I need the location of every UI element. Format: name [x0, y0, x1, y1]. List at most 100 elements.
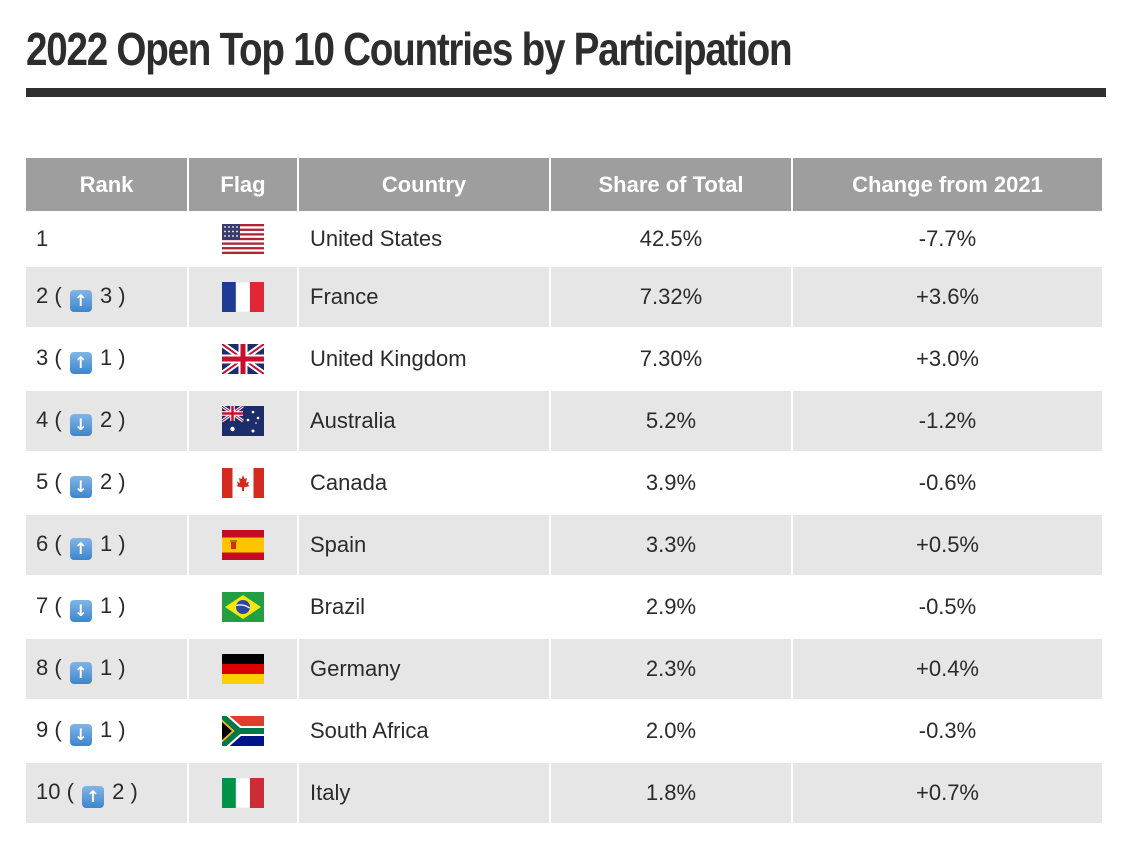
change-cell: -0.6% [792, 451, 1102, 514]
rank-value: 8 [36, 654, 49, 680]
rank-movement: ( ↓ 2 ) [48, 406, 126, 436]
arrow-up-icon: ↑ [69, 289, 92, 312]
rank-value: 4 [36, 406, 49, 432]
flag-cell [188, 211, 299, 266]
australia-flag-icon [221, 404, 264, 436]
germany-flag-icon [222, 654, 264, 684]
rank-cell: 5 ( ↓ 2 ) [26, 451, 189, 514]
change-cell: +0.4% [792, 637, 1102, 700]
rank-cell: 3 ( ↑ 1 ) [26, 327, 189, 390]
flag-cell [188, 389, 299, 452]
rank-value: 3 [36, 344, 49, 370]
country-cell: United Kingdom [298, 327, 551, 390]
header-rank: Rank [26, 158, 189, 212]
change-cell: -1.2% [792, 389, 1102, 452]
rank-value: 7 [36, 592, 49, 618]
rank-cell: 2 ( ↑ 3 ) [26, 265, 189, 328]
flag-cell [188, 513, 299, 576]
table-row-4: 4 ( ↓ 2 ) Australia 5.2% -1.2% [26, 389, 1102, 452]
south-africa-flag-icon [218, 712, 264, 750]
country-cell: France [298, 265, 551, 328]
flag-cell [188, 327, 299, 390]
movement-value: 1 [99, 654, 113, 680]
arrow-up-icon: ↑ [69, 537, 92, 560]
change-cell: +3.0% [792, 327, 1102, 390]
brazil-flag-icon [222, 592, 264, 622]
flag-cell [188, 575, 299, 638]
flag-cell [188, 637, 299, 700]
share-cell: 7.30% [550, 327, 793, 390]
country-cell: Spain [298, 513, 551, 576]
rank-cell: 8 ( ↑ 1 ) [26, 637, 189, 700]
movement-value: 1 [99, 592, 113, 618]
movement-value: 2 [99, 468, 113, 494]
arrow-down-icon: ↓ [69, 475, 92, 498]
change-cell: -0.5% [792, 575, 1102, 638]
header-flag: Flag [188, 158, 299, 212]
arrow-down-icon: ↓ [69, 599, 92, 622]
rank-value: 10 [36, 778, 61, 804]
flag-cell [188, 761, 299, 823]
change-cell: +0.7% [792, 761, 1102, 823]
arrow-up-icon: ↑ [82, 785, 105, 808]
flag-cell [188, 451, 299, 514]
table-row-6: 6 ( ↑ 1 ) Spain 3.3% +0.5% [26, 513, 1102, 576]
share-cell: 3.3% [550, 513, 793, 576]
table-row-2: 2 ( ↑ 3 ) France 7.32% +3.6% [26, 265, 1102, 328]
table-header-row: Rank Flag Country Share of Total Change … [26, 158, 1102, 212]
uk-flag-icon [220, 341, 266, 377]
movement-value: 1 [99, 716, 113, 742]
rank-movement: ( ↓ 1 ) [48, 592, 126, 622]
arrow-up-icon: ↑ [69, 351, 92, 374]
movement-value: 3 [99, 282, 113, 308]
rank-movement: ( ↑ 1 ) [48, 530, 126, 560]
country-cell: Canada [298, 451, 551, 514]
title-underline [26, 88, 1106, 97]
rank-movement: ( ↑ 1 ) [48, 344, 126, 374]
header-change: Change from 2021 [792, 158, 1102, 212]
country-cell: Australia [298, 389, 551, 452]
france-flag-icon [222, 281, 264, 313]
rank-cell: 10 ( ↑ 2 ) [26, 761, 189, 823]
rank-value: 6 [36, 530, 49, 556]
rank-cell: 7 ( ↓ 1 ) [26, 575, 189, 638]
share-cell: 2.0% [550, 699, 793, 762]
share-cell: 42.5% [550, 211, 793, 266]
country-cell: Germany [298, 637, 551, 700]
share-cell: 2.9% [550, 575, 793, 638]
change-cell: -0.3% [792, 699, 1102, 762]
country-cell: United States [298, 211, 551, 266]
movement-value: 2 [99, 406, 113, 432]
country-cell: Brazil [298, 575, 551, 638]
share-cell: 3.9% [550, 451, 793, 514]
movement-value: 1 [99, 344, 113, 370]
page-title: 2022 Open Top 10 Countries by Participat… [26, 23, 793, 75]
table-row-10: 10 ( ↑ 2 ) Italy 1.8% +0.7% [26, 761, 1102, 823]
share-cell: 5.2% [550, 389, 793, 452]
movement-value: 2 [112, 778, 125, 804]
rank-movement: ( ↓ 2 ) [48, 468, 126, 498]
table-row-1: 1 United States 42.5% -7.7% [26, 211, 1102, 266]
canada-flag-icon [221, 467, 265, 499]
arrow-down-icon: ↓ [69, 413, 92, 436]
rank-value: 2 [36, 282, 49, 308]
header-country: Country [298, 158, 551, 212]
rank-cell: 4 ( ↓ 2 ) [26, 389, 189, 452]
rank-movement: ( ↓ 1 ) [48, 716, 126, 746]
rank-value: 9 [36, 716, 49, 742]
rank-value: 5 [36, 468, 49, 494]
country-cell: Italy [298, 761, 551, 823]
change-cell: +3.6% [792, 265, 1102, 328]
rank-cell: 9 ( ↓ 1 ) [26, 699, 189, 762]
table-row-5: 5 ( ↓ 2 ) Canada 3.9% -0.6% [26, 451, 1102, 514]
rank-movement: ( ↑ 3 ) [48, 282, 126, 312]
table-row-8: 8 ( ↑ 1 ) Germany 2.3% +0.4% [26, 637, 1102, 700]
arrow-up-icon: ↑ [69, 661, 92, 684]
rank-cell: 6 ( ↑ 1 ) [26, 513, 189, 576]
share-cell: 2.3% [550, 637, 793, 700]
table-row-7: 7 ( ↓ 1 ) Brazil 2.9% -0.5% [26, 575, 1102, 638]
rank-value: 1 [36, 226, 49, 251]
rank-movement: ( ↑ 2 ) [60, 778, 138, 808]
spain-flag-icon [222, 530, 264, 560]
flag-cell [188, 265, 299, 328]
